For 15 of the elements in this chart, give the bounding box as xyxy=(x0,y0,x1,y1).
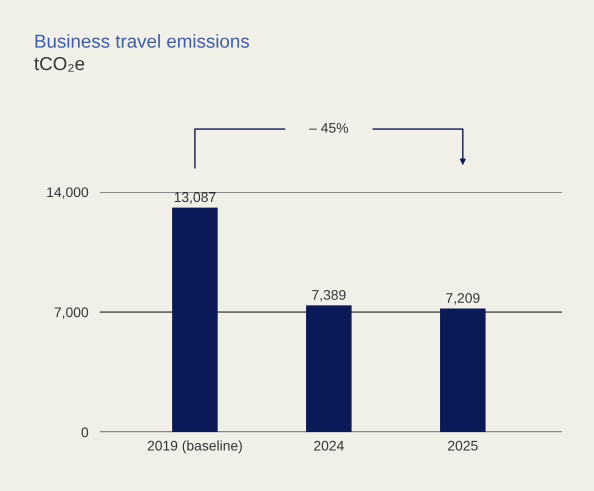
chart-subtitle: tCO₂e xyxy=(34,56,84,72)
bar xyxy=(306,305,352,432)
chart-title: Business travel emissions xyxy=(36,34,250,48)
text: – 45% xyxy=(309,123,348,133)
data-label: 7,209 xyxy=(446,293,480,305)
y-tick-label: 7,000 xyxy=(54,307,88,319)
y-tick-label: 14,000 xyxy=(47,187,88,199)
x-tick-label: 2019 (baseline) xyxy=(148,440,242,454)
bar xyxy=(172,208,218,432)
data-label: 7,389 xyxy=(312,290,346,302)
data-label: 13,087 xyxy=(174,192,216,204)
y-tick-label: 0 xyxy=(82,427,88,438)
x-tick-label: 2025 xyxy=(448,440,478,451)
bar xyxy=(440,308,486,432)
x-tick-label: 2024 xyxy=(314,440,344,451)
